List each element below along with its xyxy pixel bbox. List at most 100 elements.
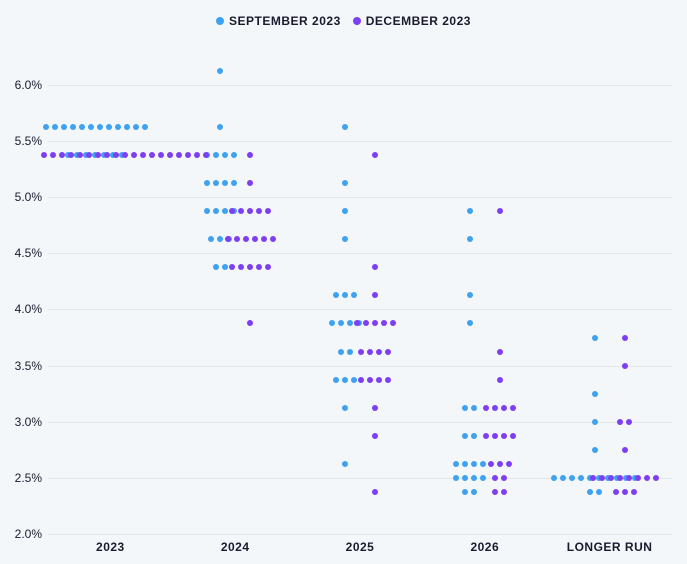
data-point xyxy=(462,405,468,411)
data-point xyxy=(247,208,253,214)
y-tick-label: 2.0% xyxy=(15,527,42,541)
x-tick-label: 2025 xyxy=(346,540,375,554)
data-point xyxy=(203,152,209,158)
data-point xyxy=(372,264,378,270)
data-point xyxy=(231,152,237,158)
data-point xyxy=(247,264,253,270)
data-point xyxy=(467,320,473,326)
data-point xyxy=(247,152,253,158)
data-point xyxy=(653,475,659,481)
data-point xyxy=(592,419,598,425)
data-point xyxy=(471,433,477,439)
data-point xyxy=(501,489,507,495)
data-point xyxy=(599,475,605,481)
gridline xyxy=(48,422,672,423)
data-point xyxy=(270,236,276,242)
data-point xyxy=(501,433,507,439)
data-point xyxy=(480,475,486,481)
data-point xyxy=(247,320,253,326)
y-tick-label: 2.5% xyxy=(15,471,42,485)
data-point xyxy=(256,264,262,270)
data-point xyxy=(225,236,231,242)
data-point xyxy=(590,475,596,481)
data-point xyxy=(467,208,473,214)
data-point xyxy=(256,208,262,214)
gridline xyxy=(48,253,672,254)
data-point xyxy=(329,320,335,326)
data-point xyxy=(229,264,235,270)
y-tick-label: 5.0% xyxy=(15,190,42,204)
data-point xyxy=(626,419,632,425)
data-point xyxy=(358,349,364,355)
data-point xyxy=(462,461,468,467)
y-tick-label: 4.0% xyxy=(15,302,42,316)
data-point xyxy=(351,377,357,383)
data-point xyxy=(342,405,348,411)
plot-area: 2.0%2.5%3.0%3.5%4.0%4.5%5.0%5.5%6.0%2023… xyxy=(48,40,672,534)
y-tick-label: 3.0% xyxy=(15,415,42,429)
data-point xyxy=(367,377,373,383)
data-point xyxy=(217,124,223,130)
data-point xyxy=(333,377,339,383)
gridline xyxy=(48,141,672,142)
data-point xyxy=(333,292,339,298)
data-point xyxy=(492,433,498,439)
legend-swatch xyxy=(216,17,224,25)
data-point xyxy=(261,236,267,242)
data-point xyxy=(622,489,628,495)
data-point xyxy=(363,320,369,326)
data-point xyxy=(213,264,219,270)
legend-item: SEPTEMBER 2023 xyxy=(216,14,341,28)
gridline xyxy=(48,309,672,310)
data-point xyxy=(77,152,83,158)
data-point xyxy=(265,264,271,270)
x-tick-label: 2023 xyxy=(96,540,125,554)
data-point xyxy=(43,124,49,130)
data-point xyxy=(222,264,228,270)
data-point xyxy=(149,152,155,158)
data-point xyxy=(510,405,516,411)
data-point xyxy=(342,180,348,186)
data-point xyxy=(234,236,240,242)
data-point xyxy=(462,475,468,481)
data-point xyxy=(501,405,507,411)
data-point xyxy=(578,475,584,481)
data-point xyxy=(238,264,244,270)
data-point xyxy=(367,349,373,355)
data-point xyxy=(106,124,112,130)
data-point xyxy=(347,320,353,326)
data-point xyxy=(453,461,459,467)
data-point xyxy=(185,152,191,158)
legend-item: DECEMBER 2023 xyxy=(353,14,471,28)
data-point xyxy=(381,320,387,326)
dot-plot-chart: SEPTEMBER 2023DECEMBER 2023 2.0%2.5%3.0%… xyxy=(0,0,687,564)
data-point xyxy=(231,180,237,186)
data-point xyxy=(104,152,110,158)
data-point xyxy=(488,461,494,467)
data-point xyxy=(113,152,119,158)
data-point xyxy=(385,377,391,383)
y-tick-label: 3.5% xyxy=(15,359,42,373)
x-tick-label: 2026 xyxy=(470,540,499,554)
data-point xyxy=(50,152,56,158)
data-point xyxy=(95,152,101,158)
data-point xyxy=(342,124,348,130)
data-point xyxy=(497,461,503,467)
data-point xyxy=(467,292,473,298)
data-point xyxy=(372,405,378,411)
data-point xyxy=(217,236,223,242)
data-point xyxy=(497,377,503,383)
data-point xyxy=(551,475,557,481)
data-point xyxy=(506,461,512,467)
data-point xyxy=(243,236,249,242)
data-point xyxy=(213,152,219,158)
data-point xyxy=(390,320,396,326)
data-point xyxy=(167,152,173,158)
data-point xyxy=(617,419,623,425)
data-point xyxy=(229,208,235,214)
data-point xyxy=(124,124,130,130)
data-point xyxy=(222,180,228,186)
data-point xyxy=(471,405,477,411)
data-point xyxy=(372,292,378,298)
data-point xyxy=(142,124,148,130)
